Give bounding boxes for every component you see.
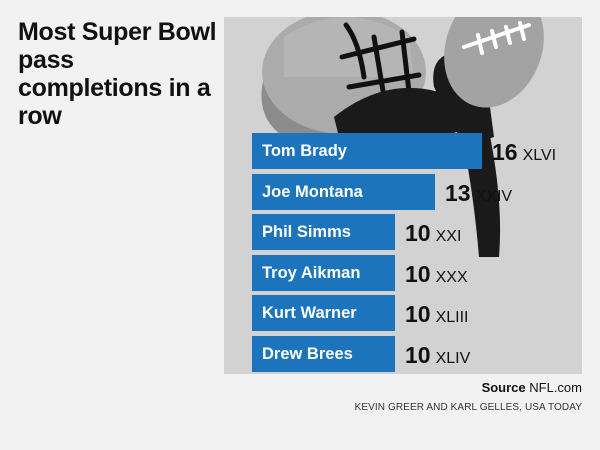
bar-value-label: 10 XLIV [405,336,470,372]
bar-phil-simms: Phil Simms [252,214,395,250]
source-value: NFL.com [529,380,582,395]
source-label: Source [481,380,526,395]
bar-kurt-warner: Kurt Warner [252,295,395,331]
bar-drew-brees: Drew Brees [252,336,395,372]
chart-panel [224,17,582,374]
bar-value-label: 10 XLIII [405,295,469,331]
chart-title: Most Super Bowl pass completions in a ro… [18,18,217,130]
super-bowl-label: XLIV [435,350,471,367]
completions-value: 16 [492,139,518,165]
bar-joe-montana: Joe Montana [252,174,435,210]
completions-value: 10 [405,301,431,327]
completions-value: 10 [405,261,431,287]
super-bowl-label: XLVI [522,147,557,164]
super-bowl-label: XLIII [435,309,469,326]
football-player-illustration [261,17,544,257]
super-bowl-label: XXX [435,269,468,286]
bar-troy-aikman: Troy Aikman [252,255,395,291]
bar-tom-brady: Tom Brady [252,133,482,169]
completions-value: 13 [445,180,471,206]
bar-value-label: 13 XXIV [445,174,512,210]
bar-value-label: 16 XLVI [492,133,556,169]
bar-value-label: 10 XXX [405,255,468,291]
credit-line: KEVIN GREER AND KARL GELLES, USA TODAY [354,402,582,413]
completions-value: 10 [405,342,431,368]
source-note: Source NFL.com [482,380,582,395]
super-bowl-label: XXIV [475,188,513,205]
bar-value-label: 10 XXI [405,214,461,250]
completions-value: 10 [405,220,431,246]
super-bowl-label: XXI [435,228,462,245]
